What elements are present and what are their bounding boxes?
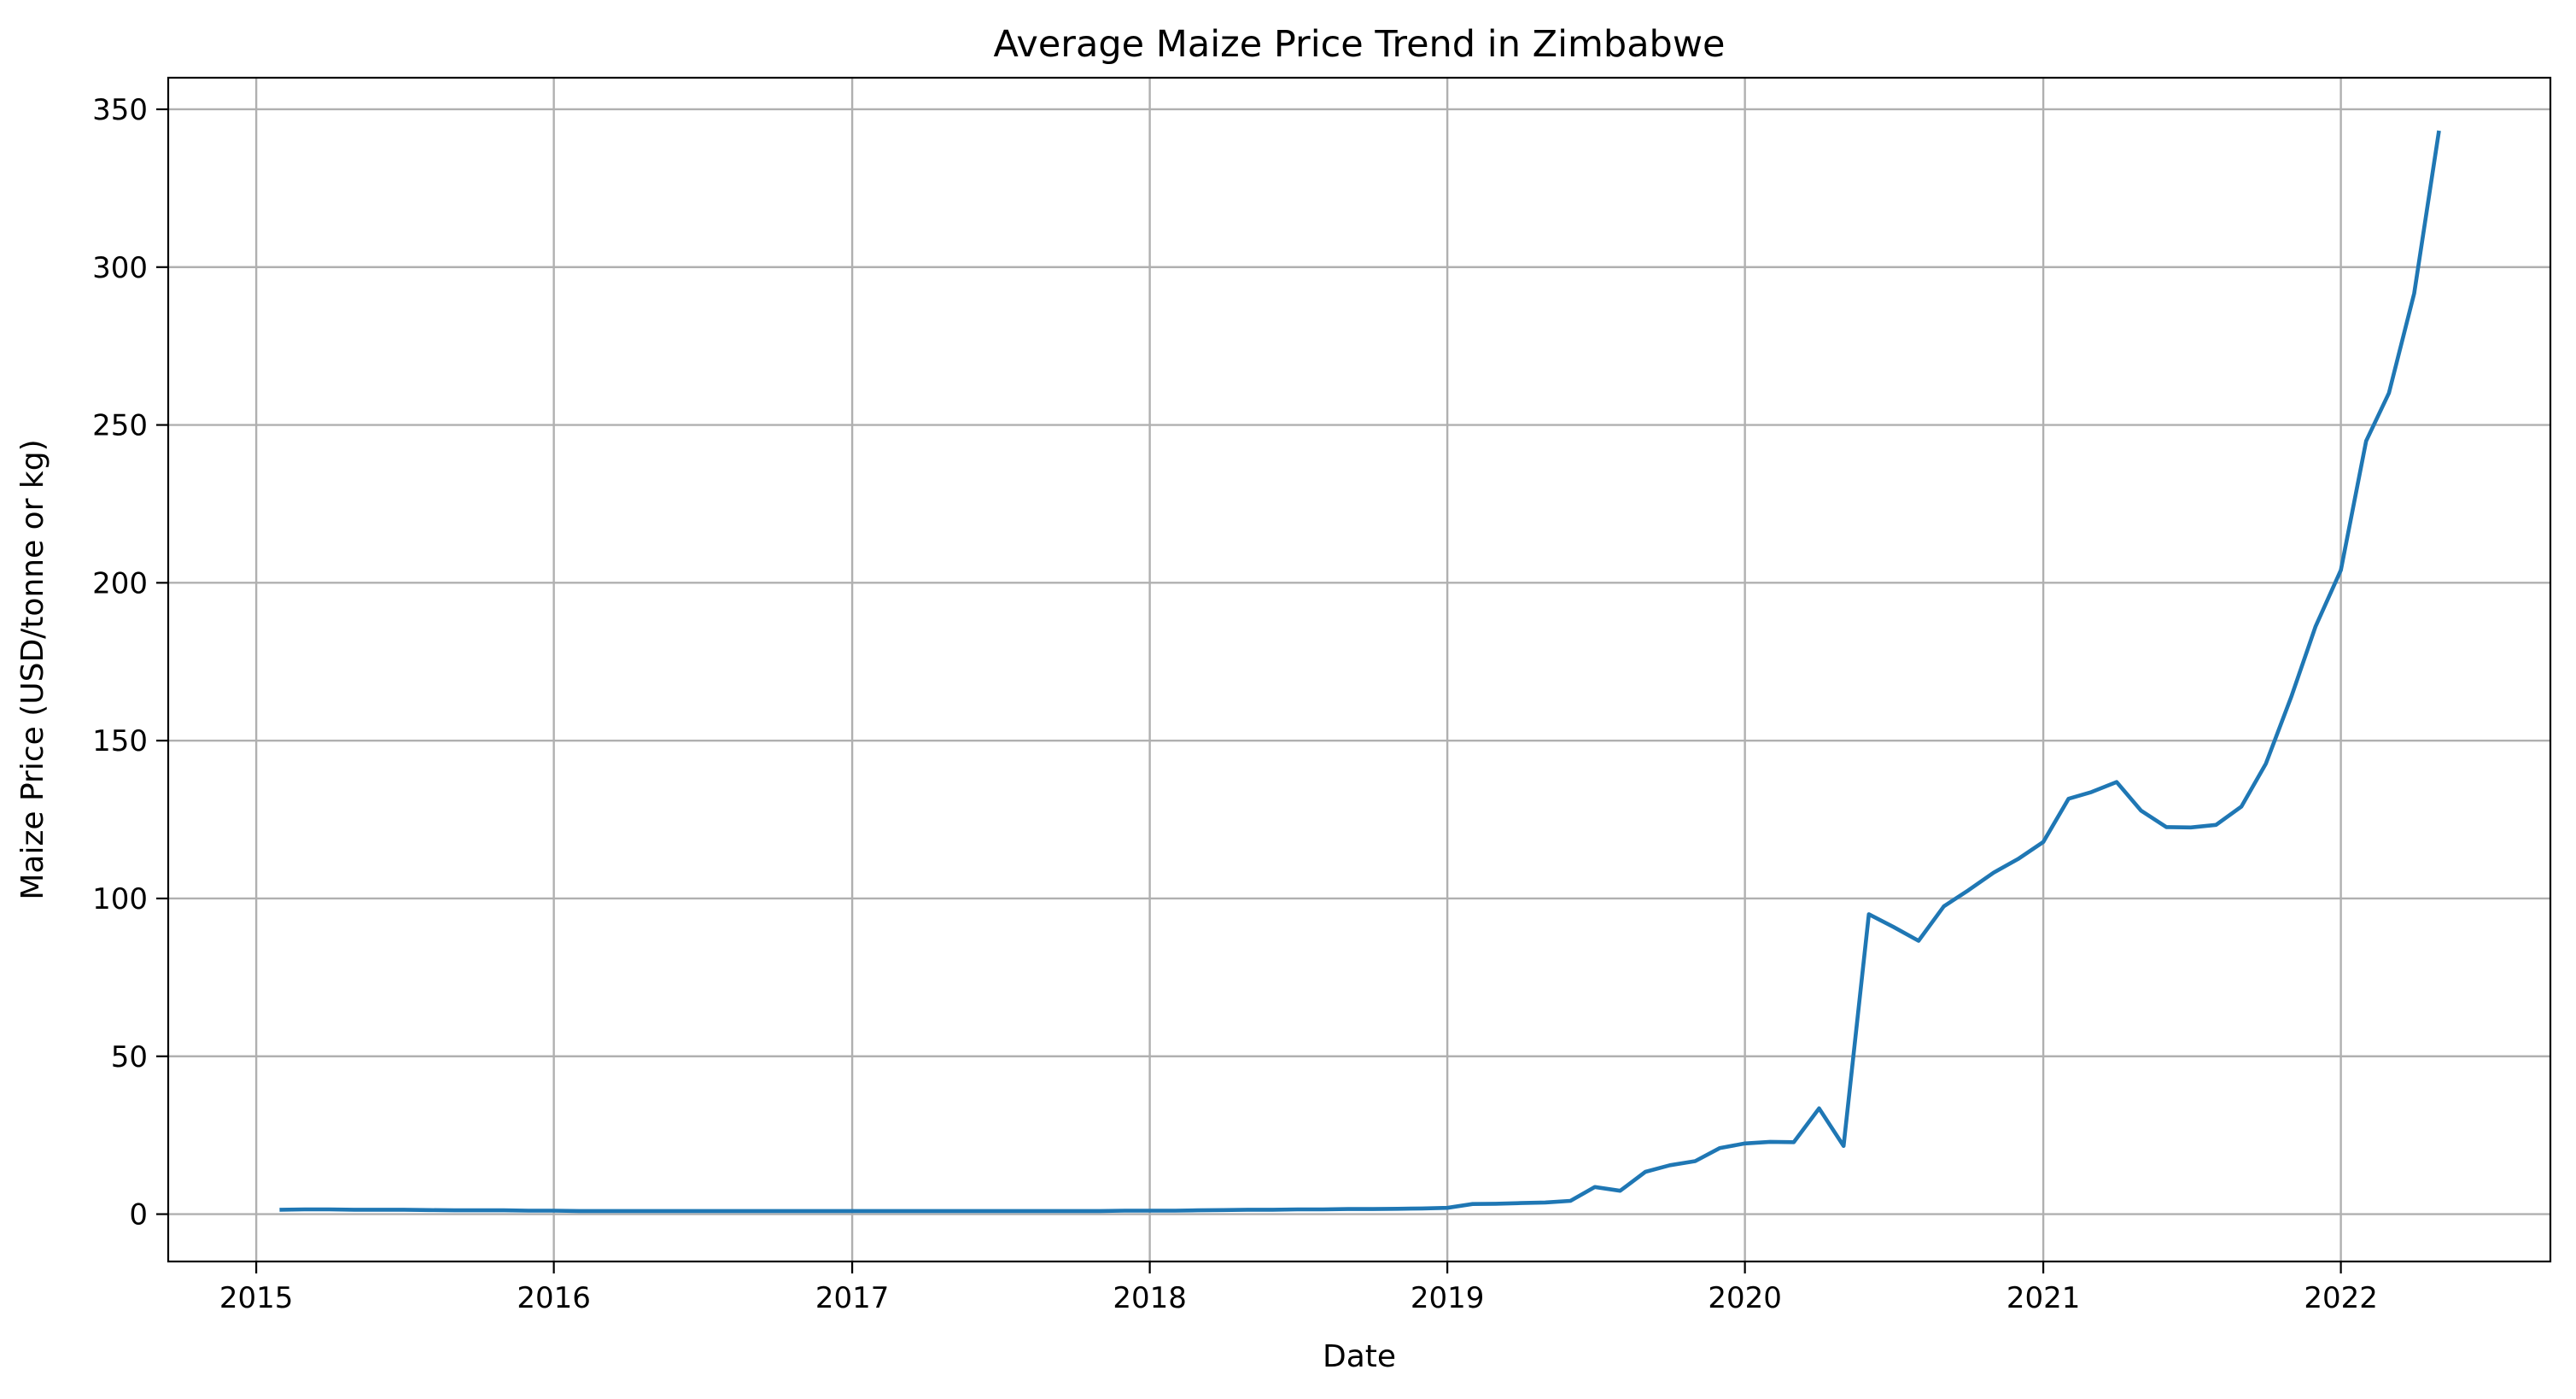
- x-axis-label: Date: [1323, 1339, 1396, 1374]
- x-tick-label: 2020: [1708, 1281, 1782, 1315]
- x-tick-label: 2019: [1411, 1281, 1485, 1315]
- y-tick-label: 200: [92, 566, 148, 600]
- x-tick-label: 2017: [815, 1281, 890, 1315]
- y-tick-label: 50: [111, 1040, 148, 1074]
- y-tick-label: 350: [92, 93, 148, 127]
- y-tick-label: 150: [92, 724, 148, 758]
- x-tick-label: 2021: [2006, 1281, 2081, 1315]
- x-tick-label: 2016: [517, 1281, 591, 1315]
- y-tick-label: 100: [92, 882, 148, 916]
- y-tick-label: 250: [92, 409, 148, 443]
- series-line-0: [279, 130, 2441, 1214]
- y-axis: 0 50 100 150 200 250 300 350: [92, 93, 168, 1232]
- y-grid: [168, 108, 2550, 1215]
- y-axis-label: Maize Price (USD/tonne or kg): [15, 439, 50, 899]
- y-tick-label: 300: [92, 251, 148, 285]
- x-tick-label: 2015: [219, 1281, 294, 1315]
- x-tick-label: 2018: [1113, 1281, 1187, 1315]
- x-grid: [254, 78, 2342, 1261]
- series-layer: [279, 130, 2441, 1214]
- y-tick-label: 0: [129, 1198, 148, 1232]
- x-axis: 2015 2016 2017 2018 2019 2020 2021 2022: [219, 1261, 2378, 1315]
- x-tick-label: 2022: [2304, 1281, 2378, 1315]
- plot-frame: [166, 76, 2552, 1263]
- chart-title: Average Maize Price Trend in Zimbabwe: [994, 23, 1726, 66]
